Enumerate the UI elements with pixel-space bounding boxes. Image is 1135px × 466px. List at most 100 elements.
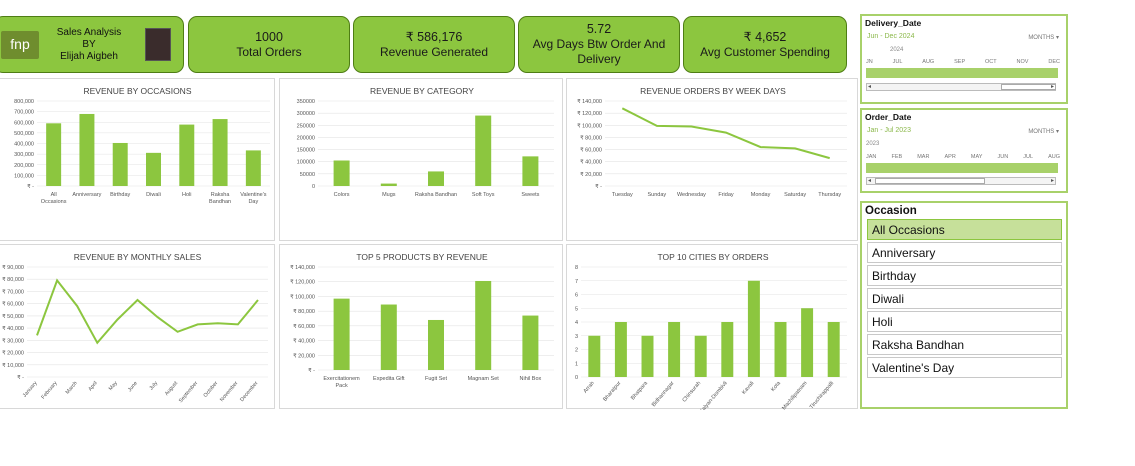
chart-revenue-by-month: REVENUE BY MONTHLY SALES ₹ - ₹ 10,000 ₹ 20,… — [0, 244, 275, 409]
x-tick-label: Monday — [751, 192, 771, 198]
chart-top-products: TOP 5 PRODUCTS BY REVENUE ₹ - ₹ 20,000 ₹ 40… — [279, 244, 563, 409]
x-tick-label: Raksha — [211, 192, 231, 198]
title-line-1: Sales Analysis — [56, 26, 122, 38]
month-label[interactable]: AUG — [922, 59, 935, 65]
bar — [801, 308, 814, 377]
x-tick-label: Pack — [335, 383, 347, 389]
y-tick-label: ₹ 120,000 — [290, 279, 315, 286]
y-tick-label: 400,000 — [14, 142, 34, 148]
report-title: Sales Analysis BY Elijah Aigbeh — [39, 27, 139, 63]
bar — [179, 124, 195, 186]
delivery-date-slicer[interactable]: Delivery_Date Jun - Dec 2024 MONTHS ▾ 20… — [860, 14, 1068, 104]
bar — [522, 315, 539, 370]
slicer-title: Order_Date — [865, 112, 912, 122]
chevron-down-icon: ▾ — [1055, 35, 1059, 41]
slicer-unit-label: MONTHS — [1028, 35, 1055, 41]
chart-title: REVENUE BY MONTHLY SALES — [74, 252, 202, 262]
bar — [428, 171, 444, 186]
scrollbar-thumb[interactable] — [875, 178, 985, 184]
bar — [721, 322, 734, 377]
month-label[interactable]: AUG — [1048, 154, 1060, 160]
month-label[interactable]: SEP — [954, 59, 966, 65]
x-tick-label: Diwali — [146, 192, 161, 198]
month-label[interactable]: JAN — [866, 154, 877, 160]
kpi-total-orders: 1000 Total Orders — [188, 16, 350, 73]
x-tick-label: Machilipatnam — [781, 380, 809, 410]
month-label[interactable]: JUL — [892, 59, 903, 65]
y-tick-label: 6 — [575, 293, 578, 299]
bar — [475, 280, 492, 370]
x-tick-label: October — [203, 380, 220, 398]
chart-title: REVENUE BY CATEGORY — [370, 86, 474, 96]
y-tick-label: ₹ 30,000 — [2, 337, 24, 344]
slicer-unit-label: MONTHS — [1028, 129, 1055, 135]
slicer-title: Delivery_Date — [865, 18, 922, 28]
bar — [333, 160, 350, 186]
occasion-item-holi[interactable]: Holi — [867, 311, 1062, 332]
month-label[interactable]: MAR — [917, 154, 930, 160]
kpi-label: Revenue Generated — [379, 44, 489, 59]
month-label[interactable]: FEB — [891, 154, 903, 160]
chart-svg: TOP 10 CITIES BY ORDERS 0 1 2 3 4 5 6 7 8 Arrah Bha… — [575, 252, 847, 410]
timeline-scrollbar[interactable]: ◂ ▸ — [866, 177, 1056, 185]
y-tick-label: 2 — [575, 348, 578, 354]
slicer-unit-dropdown[interactable]: MONTHS ▾ — [1028, 128, 1059, 135]
y-tick-label: 8 — [575, 265, 578, 271]
month-label[interactable]: JUL — [1023, 154, 1034, 160]
y-tick-label: ₹ - — [27, 183, 34, 190]
x-tick-label: Mugs — [382, 192, 396, 198]
occasion-item-diwali[interactable]: Diwali — [867, 288, 1062, 309]
month-label[interactable]: OCT — [985, 59, 997, 65]
scroll-right-icon[interactable]: ▸ — [1050, 84, 1054, 90]
slicer-months: JN JUL AUG SEP OCT NOV DEC — [866, 59, 1060, 65]
occasion-item-raksha-bandhan[interactable]: Raksha Bandhan — [867, 334, 1062, 355]
y-tick-label: ₹ 120,000 — [577, 110, 602, 117]
month-label[interactable]: DEC — [1048, 59, 1060, 65]
month-label[interactable]: MAY — [970, 154, 983, 160]
x-tick-label: Anniversary — [72, 192, 101, 198]
y-tick-label: ₹ 60,000 — [2, 301, 24, 308]
y-tick-label: 0 — [575, 375, 578, 381]
x-tick-label: Occasions — [41, 199, 67, 205]
scrollbar-thumb[interactable] — [1001, 84, 1056, 90]
y-tick-label: 7 — [575, 279, 578, 285]
occasion-item-valentines-day[interactable]: Valentine's Day — [867, 357, 1062, 378]
x-tick-label: Expedita Gift — [373, 376, 405, 382]
slicer-year: 2024 — [890, 47, 904, 53]
x-tick-label: Valentine's — [240, 192, 267, 198]
occasion-item-all[interactable]: All Occasions — [867, 219, 1062, 240]
order-date-slicer[interactable]: Order_Date Jan - Jul 2023 MONTHS ▾ 2023 … — [860, 108, 1068, 193]
timeline-selection-bar[interactable] — [866, 68, 1058, 78]
timeline-scrollbar[interactable]: ◂ ▸ — [866, 83, 1056, 91]
month-label[interactable]: NOV — [1016, 59, 1029, 65]
y-tick-label: ₹ 100,000 — [290, 293, 315, 300]
bar — [694, 335, 707, 377]
bar — [333, 298, 350, 370]
x-tick-label: Tuesday — [612, 192, 633, 198]
y-tick-label: ₹ - — [308, 367, 315, 374]
month-label[interactable]: JN — [866, 59, 873, 65]
month-label[interactable]: JUN — [997, 154, 1009, 160]
month-label[interactable]: APR — [944, 154, 956, 160]
author-photo — [145, 28, 171, 61]
timeline-selection-bar[interactable] — [866, 163, 1058, 173]
occasion-item-anniversary[interactable]: Anniversary — [867, 242, 1062, 263]
y-tick-label: 1 — [575, 361, 578, 367]
scroll-left-icon[interactable]: ◂ — [868, 84, 872, 90]
x-tick-label: Saturday — [784, 192, 806, 198]
bar — [668, 322, 681, 377]
y-tick-label: 300000 — [297, 111, 315, 117]
slicer-unit-dropdown[interactable]: MONTHS ▾ — [1028, 34, 1059, 41]
logo-text: fnp — [10, 36, 30, 52]
y-tick-label: ₹ 20,000 — [580, 171, 602, 178]
scroll-left-icon[interactable]: ◂ — [868, 178, 872, 184]
scroll-right-icon[interactable]: ▸ — [1050, 178, 1054, 184]
x-tick-label: Bidhannagar — [651, 380, 676, 408]
occasion-item-birthday[interactable]: Birthday — [867, 265, 1062, 286]
x-tick-label: Fugit Set — [425, 376, 447, 382]
x-tick-label: August — [164, 380, 180, 397]
x-tick-label: Sunday — [648, 192, 667, 198]
x-tick-label: Chinsurah — [682, 380, 703, 403]
title-line-2: BY — [82, 38, 96, 50]
bar — [112, 142, 128, 186]
